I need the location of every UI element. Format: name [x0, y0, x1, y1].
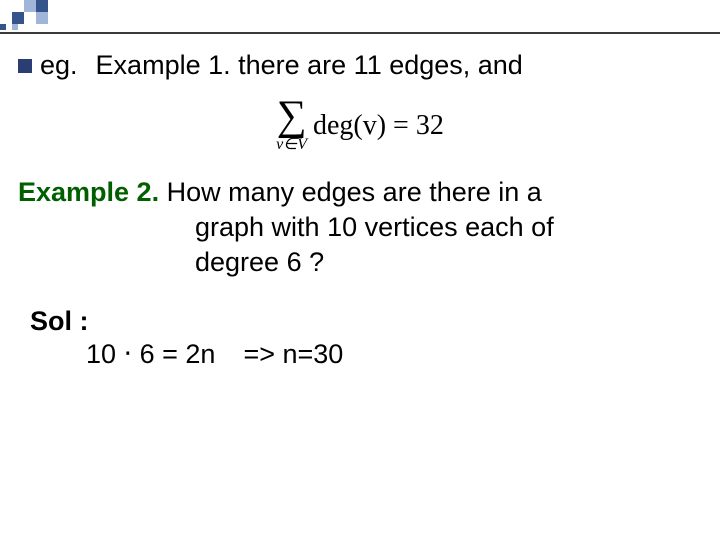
solution-right: => n=30	[243, 339, 343, 369]
example2-line2: graph with 10 vertices each of	[195, 210, 700, 245]
solution-block: Sol : 10 ‧ 6 = 2n => n=30	[30, 306, 700, 370]
eg-label: eg.	[40, 50, 78, 81]
example2-line1: Example 2. How many edges are there in a	[18, 175, 700, 210]
corner-decoration	[0, 0, 80, 34]
example2-line3: degree 6 ?	[195, 245, 700, 280]
example2-q1: How many edges are there in a	[159, 177, 542, 207]
sigma-symbol: ∑	[277, 99, 307, 135]
bullet-icon	[18, 59, 32, 73]
slide-content: eg. Example 1. there are 11 edges, and ∑…	[0, 50, 720, 370]
solution-label: Sol :	[30, 306, 700, 337]
example2-label: Example 2.	[18, 177, 159, 207]
solution-calc: 10 ‧ 6 = 2n => n=30	[86, 339, 700, 370]
formula-block: ∑ v∈V deg(v) = 32	[20, 99, 700, 153]
example1-line: eg. Example 1. there are 11 edges, and	[18, 50, 700, 81]
sigma-subscript: v∈V	[276, 137, 307, 153]
example1-text: Example 1. there are 11 edges, and	[96, 50, 523, 81]
header-underline	[0, 32, 720, 34]
formula-body: deg(v) = 32	[313, 112, 444, 140]
solution-left: 10 ‧ 6 = 2n	[86, 339, 215, 369]
